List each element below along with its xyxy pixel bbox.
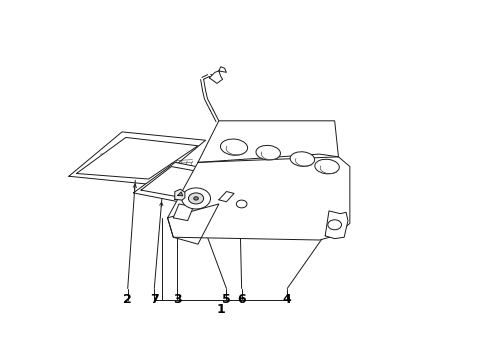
- Polygon shape: [219, 192, 234, 202]
- Circle shape: [236, 200, 247, 208]
- Polygon shape: [133, 162, 224, 203]
- Ellipse shape: [315, 159, 339, 174]
- Circle shape: [328, 220, 342, 230]
- Text: 5: 5: [222, 293, 231, 306]
- Polygon shape: [175, 189, 185, 200]
- Polygon shape: [173, 204, 194, 221]
- Polygon shape: [219, 67, 226, 72]
- Text: 4: 4: [283, 293, 292, 306]
- Text: 7: 7: [150, 293, 159, 306]
- Text: 6: 6: [237, 293, 246, 306]
- Text: 1: 1: [217, 303, 225, 316]
- Polygon shape: [209, 71, 222, 84]
- Circle shape: [189, 193, 204, 204]
- Polygon shape: [178, 192, 183, 196]
- Polygon shape: [325, 211, 348, 239]
- Ellipse shape: [220, 139, 247, 155]
- Polygon shape: [168, 204, 219, 244]
- Ellipse shape: [256, 145, 280, 160]
- Polygon shape: [198, 121, 339, 162]
- Text: 2: 2: [123, 293, 132, 306]
- Polygon shape: [168, 154, 350, 240]
- Circle shape: [182, 188, 211, 209]
- Text: 3: 3: [173, 293, 181, 306]
- Polygon shape: [69, 132, 206, 185]
- Polygon shape: [141, 167, 217, 198]
- Polygon shape: [76, 138, 198, 179]
- Ellipse shape: [290, 152, 315, 166]
- Circle shape: [194, 197, 198, 200]
